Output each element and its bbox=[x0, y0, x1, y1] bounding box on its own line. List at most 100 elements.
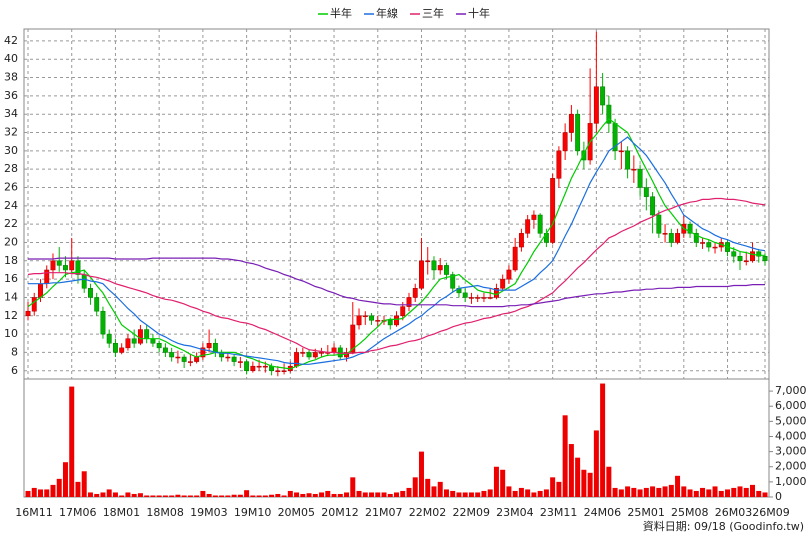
volume-bar bbox=[606, 466, 612, 497]
volume-bar bbox=[593, 430, 599, 497]
volume-bar bbox=[87, 492, 93, 497]
volume-bar bbox=[406, 487, 412, 497]
volume-bar bbox=[737, 486, 743, 497]
volume-bar bbox=[500, 469, 506, 497]
candle-body bbox=[406, 297, 412, 307]
volume-bar bbox=[625, 486, 631, 497]
candle-body bbox=[762, 255, 768, 262]
candle-body bbox=[337, 347, 343, 358]
volume-bar bbox=[475, 492, 481, 497]
candle-body bbox=[662, 233, 668, 235]
volume-tick-label: 1,000 bbox=[775, 475, 807, 488]
candle-body bbox=[38, 283, 43, 298]
candle-body bbox=[125, 338, 131, 349]
candle-body bbox=[506, 269, 512, 280]
volume-bar bbox=[668, 484, 674, 497]
x-tick-label: 22M09 bbox=[452, 506, 490, 519]
y-tick-label: 30 bbox=[4, 144, 18, 157]
candle-body bbox=[512, 246, 518, 271]
volume-bar bbox=[443, 489, 449, 497]
x-tick-label: 16M11 bbox=[15, 506, 53, 519]
volume-bar bbox=[425, 478, 431, 497]
candle-body bbox=[369, 315, 374, 321]
volume-tick-label: 7,000 bbox=[775, 384, 807, 397]
volume-bar bbox=[362, 492, 368, 497]
volume-bar bbox=[681, 486, 687, 497]
volume-bar bbox=[350, 477, 356, 497]
volume-bar bbox=[387, 493, 393, 497]
volume-bar bbox=[319, 492, 325, 497]
volume-bar bbox=[287, 490, 293, 497]
volume-bar bbox=[537, 490, 543, 497]
candle-body bbox=[743, 260, 749, 263]
source-note: 資料日期: 09/18 (Goodinfo.tw) bbox=[643, 519, 804, 533]
volume-bar bbox=[562, 415, 568, 497]
volume-bar bbox=[125, 492, 131, 497]
volume-bar bbox=[468, 492, 474, 497]
volume-bar bbox=[275, 493, 281, 497]
candle-body bbox=[150, 338, 156, 344]
x-tick-label: 17M06 bbox=[59, 506, 97, 519]
candle-body bbox=[444, 265, 449, 275]
y-tick-label: 16 bbox=[4, 272, 18, 285]
candle-body bbox=[162, 347, 168, 353]
candle-body bbox=[425, 260, 431, 263]
volume-bar bbox=[112, 492, 118, 497]
volume-bar bbox=[450, 490, 456, 497]
candle-body bbox=[731, 251, 737, 257]
y-tick-label: 42 bbox=[4, 34, 18, 47]
candle-body bbox=[419, 260, 424, 289]
candle-body bbox=[650, 196, 656, 216]
volume-bar bbox=[81, 471, 87, 497]
candle-body bbox=[256, 365, 262, 368]
volume-bar bbox=[750, 484, 756, 497]
candle-body bbox=[250, 365, 256, 372]
candle-body bbox=[175, 356, 181, 359]
volume-bar bbox=[762, 492, 768, 497]
candle-body bbox=[25, 310, 31, 317]
candle-body bbox=[756, 251, 762, 257]
volume-tick-label: 2,000 bbox=[775, 460, 807, 473]
volume-bar bbox=[618, 489, 624, 497]
candle-body bbox=[237, 361, 243, 363]
candle-body bbox=[500, 278, 506, 289]
volume-tick-label: 3,000 bbox=[775, 445, 807, 458]
candle-body bbox=[200, 347, 206, 358]
volume-bar bbox=[194, 495, 200, 497]
volume-bar bbox=[650, 486, 656, 497]
candle-body bbox=[637, 168, 643, 188]
y-tick-label: 28 bbox=[4, 162, 18, 175]
volume-bar bbox=[231, 494, 237, 497]
volume-bar bbox=[543, 489, 549, 497]
candle-body bbox=[225, 356, 231, 359]
candle-body bbox=[556, 150, 562, 179]
candle-body bbox=[668, 233, 674, 243]
candle-body bbox=[675, 233, 681, 243]
candle-body bbox=[281, 370, 287, 373]
candle-body bbox=[63, 265, 68, 271]
candle-body bbox=[69, 260, 75, 271]
volume-bar bbox=[150, 495, 156, 497]
candle-body bbox=[687, 223, 693, 234]
candle-body bbox=[50, 260, 56, 271]
volume-bar bbox=[256, 495, 262, 497]
y-tick-label: 24 bbox=[4, 199, 18, 212]
x-tick-label: 25M01 bbox=[627, 506, 665, 519]
candle-body bbox=[331, 347, 337, 353]
volume-bar bbox=[725, 489, 731, 497]
volume-bar bbox=[600, 383, 606, 497]
y-tick-label: 18 bbox=[4, 254, 18, 267]
volume-bar bbox=[506, 486, 512, 497]
candle-body bbox=[300, 352, 306, 354]
volume-bar bbox=[119, 495, 125, 497]
volume-bar bbox=[269, 494, 275, 497]
volume-tick-label: 4,000 bbox=[775, 429, 807, 442]
x-tick-label: 19M10 bbox=[234, 506, 272, 519]
candle-body bbox=[169, 352, 175, 358]
x-tick-label: 24M06 bbox=[584, 506, 622, 519]
candle-body bbox=[131, 338, 137, 344]
volume-bar bbox=[50, 484, 56, 497]
candle-body bbox=[693, 233, 699, 243]
volume-bar bbox=[206, 493, 212, 497]
